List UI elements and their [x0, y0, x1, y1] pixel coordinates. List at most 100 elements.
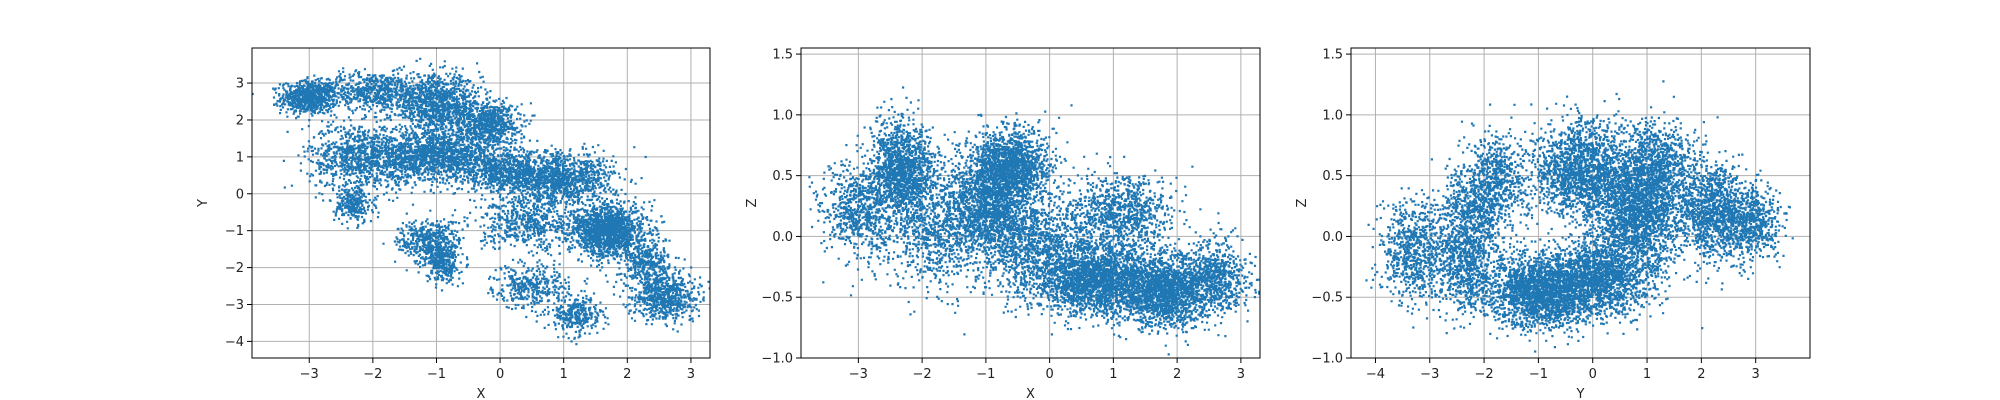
y-tick-label: 0	[236, 187, 244, 202]
y-axis-label: Z	[1295, 198, 1310, 207]
x-tick-label: 2	[1173, 367, 1181, 382]
scatter-point-set	[600, 232, 686, 300]
scatter-point-set	[282, 108, 435, 207]
y-axis-label: Z	[745, 198, 760, 207]
subplot-3: −4 −3 −2 −1 0 1 2 3 −1.0 −0.5 0.0 0.5 1.0 1.5 Y Z	[1295, 47, 1811, 400]
x-tick-label: 1	[1109, 367, 1117, 382]
scatter-point-set	[441, 90, 536, 164]
scatter-cluster-4	[1421, 139, 1515, 294]
scatter-point-set	[606, 265, 710, 333]
x-tick-label: −1	[1529, 367, 1548, 382]
scatter-cluster-2	[1411, 191, 1522, 330]
axes-frame	[251, 47, 711, 359]
y-tick-label: −0.5	[1311, 291, 1343, 306]
scatter-point-set	[1450, 103, 1537, 253]
scatter-cluster-7	[1499, 92, 1654, 249]
scatter-cluster-4	[923, 124, 1070, 274]
scatter-points	[252, 57, 710, 346]
x-tick-label: 0	[1045, 367, 1053, 382]
axes-frame	[800, 47, 1261, 359]
y-tick-label: 3	[236, 77, 244, 92]
x-tick-label: 1	[1643, 367, 1651, 382]
scatter-point-set	[382, 209, 469, 274]
y-tick-label: 0.5	[772, 169, 793, 184]
scatter-point-set	[1421, 139, 1515, 294]
scatter-cluster-15	[547, 190, 667, 284]
x-tick-label: −4	[1366, 367, 1385, 382]
subplot-2: −3 −2 −1 0 1 2 3 −1.0 −0.5 0.0 0.5 1.0 1.5 X Z	[745, 47, 1261, 400]
scatter-point-set	[911, 171, 1126, 336]
scatter-cluster-8	[382, 209, 469, 274]
x-tick-label: 3	[1752, 367, 1760, 382]
scatter-cluster-5	[361, 59, 506, 159]
scatter-point-set	[1154, 212, 1260, 334]
scatter-cluster-16	[600, 232, 686, 300]
scatter-cluster-17	[606, 265, 710, 333]
y-tick-label: 1.5	[772, 48, 793, 63]
y-tick-label: 0.5	[1322, 169, 1343, 184]
y-tick-label: −1.0	[1311, 352, 1343, 367]
scatter-cluster-5	[951, 104, 1094, 222]
scatter-cluster-4	[322, 176, 390, 230]
scatter-point-set	[361, 59, 506, 159]
y-tick-label: −4	[225, 335, 244, 350]
scatter-point-set	[1071, 226, 1239, 356]
x-axis-label: Y	[1576, 387, 1585, 400]
scatter-cluster-12	[454, 172, 596, 264]
scatter-point-set	[535, 290, 610, 346]
x-tick-label: −2	[1474, 367, 1493, 382]
x-tick-label: 2	[623, 367, 631, 382]
scatter-point-set	[1638, 134, 1781, 291]
scatter-point-set	[419, 227, 470, 292]
scatter-point-set	[322, 176, 390, 230]
scatter-point-set	[845, 86, 958, 244]
scatter-point-set	[547, 190, 667, 284]
x-tick-label: 2	[1697, 367, 1705, 382]
scatter-cluster-9	[1071, 226, 1239, 356]
scatter-cluster-3	[1450, 103, 1537, 253]
y-tick-label: 0.0	[1322, 230, 1343, 245]
scatter-cluster-9	[419, 227, 470, 292]
y-tick-label: −0.5	[761, 291, 793, 306]
scatter-cluster-1	[808, 131, 920, 297]
scatter-point-set	[1000, 209, 1202, 337]
scatter-point-set	[923, 124, 1070, 274]
scatter-point-set	[951, 104, 1094, 222]
scatter-points	[1365, 80, 1794, 353]
scatter-cluster-7	[1000, 209, 1202, 337]
x-tick-label: −3	[1420, 367, 1439, 382]
axes-frame	[1350, 47, 1811, 359]
y-tick-label: 1.5	[1322, 48, 1343, 63]
y-tick-label: 1.0	[772, 108, 793, 123]
y-tick-label: 2	[236, 113, 244, 128]
x-tick-label: −3	[849, 367, 868, 382]
scatter-cluster-8	[1019, 152, 1202, 269]
scatter-cluster-7	[441, 90, 536, 164]
x-tick-label: −1	[427, 367, 446, 382]
scatter-cluster-1	[1365, 187, 1486, 335]
scatter-point-set	[1411, 191, 1522, 330]
scatter-point-set	[487, 248, 588, 319]
x-tick-label: 3	[1237, 367, 1245, 382]
scatter-point-set	[454, 172, 596, 264]
x-tick-label: −3	[300, 367, 319, 382]
x-axis-label: X	[477, 387, 486, 400]
y-tick-label: 1.0	[1322, 108, 1343, 123]
scatter-cluster-10	[1638, 134, 1781, 291]
scatter-point-set	[849, 124, 1019, 336]
scatter-points	[808, 86, 1260, 356]
subplot-1: −3 −2 −1 0 1 2 3 −4 −3 −2 −1 0 1 2 3 X Y	[196, 47, 711, 400]
y-tick-label: −1.0	[761, 352, 793, 367]
y-tick-label: −3	[225, 298, 244, 313]
y-axis-label: Y	[196, 199, 211, 208]
y-tick-label: 0.0	[772, 230, 793, 245]
scatter-cluster-3	[849, 124, 1019, 336]
scatter-point-set	[1599, 80, 1719, 251]
x-tick-label: 0	[1589, 367, 1597, 382]
x-tick-label: −2	[363, 367, 382, 382]
x-axis-label: X	[1026, 387, 1035, 400]
scatter-point-set	[1365, 187, 1486, 335]
scatter-cluster-13	[487, 248, 588, 319]
x-tick-label: 1	[560, 367, 568, 382]
